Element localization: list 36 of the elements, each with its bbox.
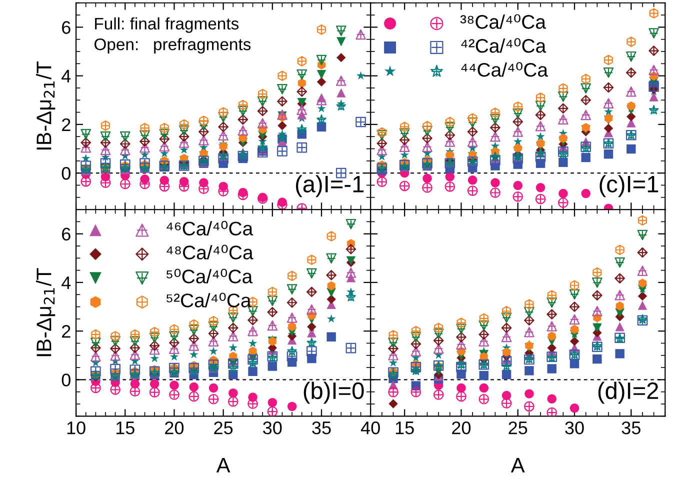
x-tick-label: 30 (263, 422, 282, 434)
y-axis-title: IB-Δμ$_{21}$/T (36, 62, 56, 150)
y-tick-label: 0 (62, 374, 70, 386)
y-axis-title: IB-Δμ$_{21}$/T (36, 268, 56, 356)
x-tick-label: 15 (396, 422, 414, 434)
y-tick-label: 6 (62, 21, 70, 34)
x-axis-title: A (510, 458, 525, 472)
x-tick-label: 40 (360, 422, 380, 434)
x-axis-title: A (216, 458, 230, 472)
x-tick-label: 20 (452, 422, 471, 434)
legend-label: ⁴²Ca/⁴⁰Ca (461, 38, 546, 53)
y-tick-label: 0 (62, 166, 70, 180)
legend-label: ⁴⁸Ca/⁴⁰Ca (166, 244, 254, 260)
x-tick-label: 25 (214, 422, 233, 434)
annotation: (b)I=0 (304, 382, 364, 404)
x-tick-label: 35 (622, 422, 640, 434)
x-tick-label: 25 (508, 422, 528, 434)
y-tick-label: 2 (62, 118, 70, 131)
y-tick-label: 2 (62, 325, 70, 338)
legend-label: ⁵⁰Ca/⁴⁰Ca (166, 268, 253, 284)
annotation: Open: prefragments (94, 38, 251, 54)
annotation: (d)I=2 (598, 382, 658, 404)
annotation: (a)I=-1 (296, 175, 364, 198)
y-tick-label: 4 (62, 276, 71, 289)
x-tick-label: 20 (165, 422, 184, 434)
x-tick-label: 15 (116, 422, 134, 434)
x-tick-label: 30 (565, 422, 584, 434)
y-tick-label: 6 (62, 228, 70, 241)
x-tick-label: 10 (67, 422, 86, 434)
x-tick-label: 35 (312, 422, 331, 434)
legend-label: ³⁸Ca/⁴⁰Ca (460, 14, 546, 29)
legend-label: ⁴⁶Ca/⁴⁰Ca (166, 220, 254, 236)
annotation: Full: final fragments (95, 17, 239, 33)
annotation: (c)I=1 (600, 175, 658, 198)
y-tick-label: 4 (62, 70, 71, 82)
legend-label: ⁴⁴Ca/⁴⁰Ca (461, 62, 548, 77)
